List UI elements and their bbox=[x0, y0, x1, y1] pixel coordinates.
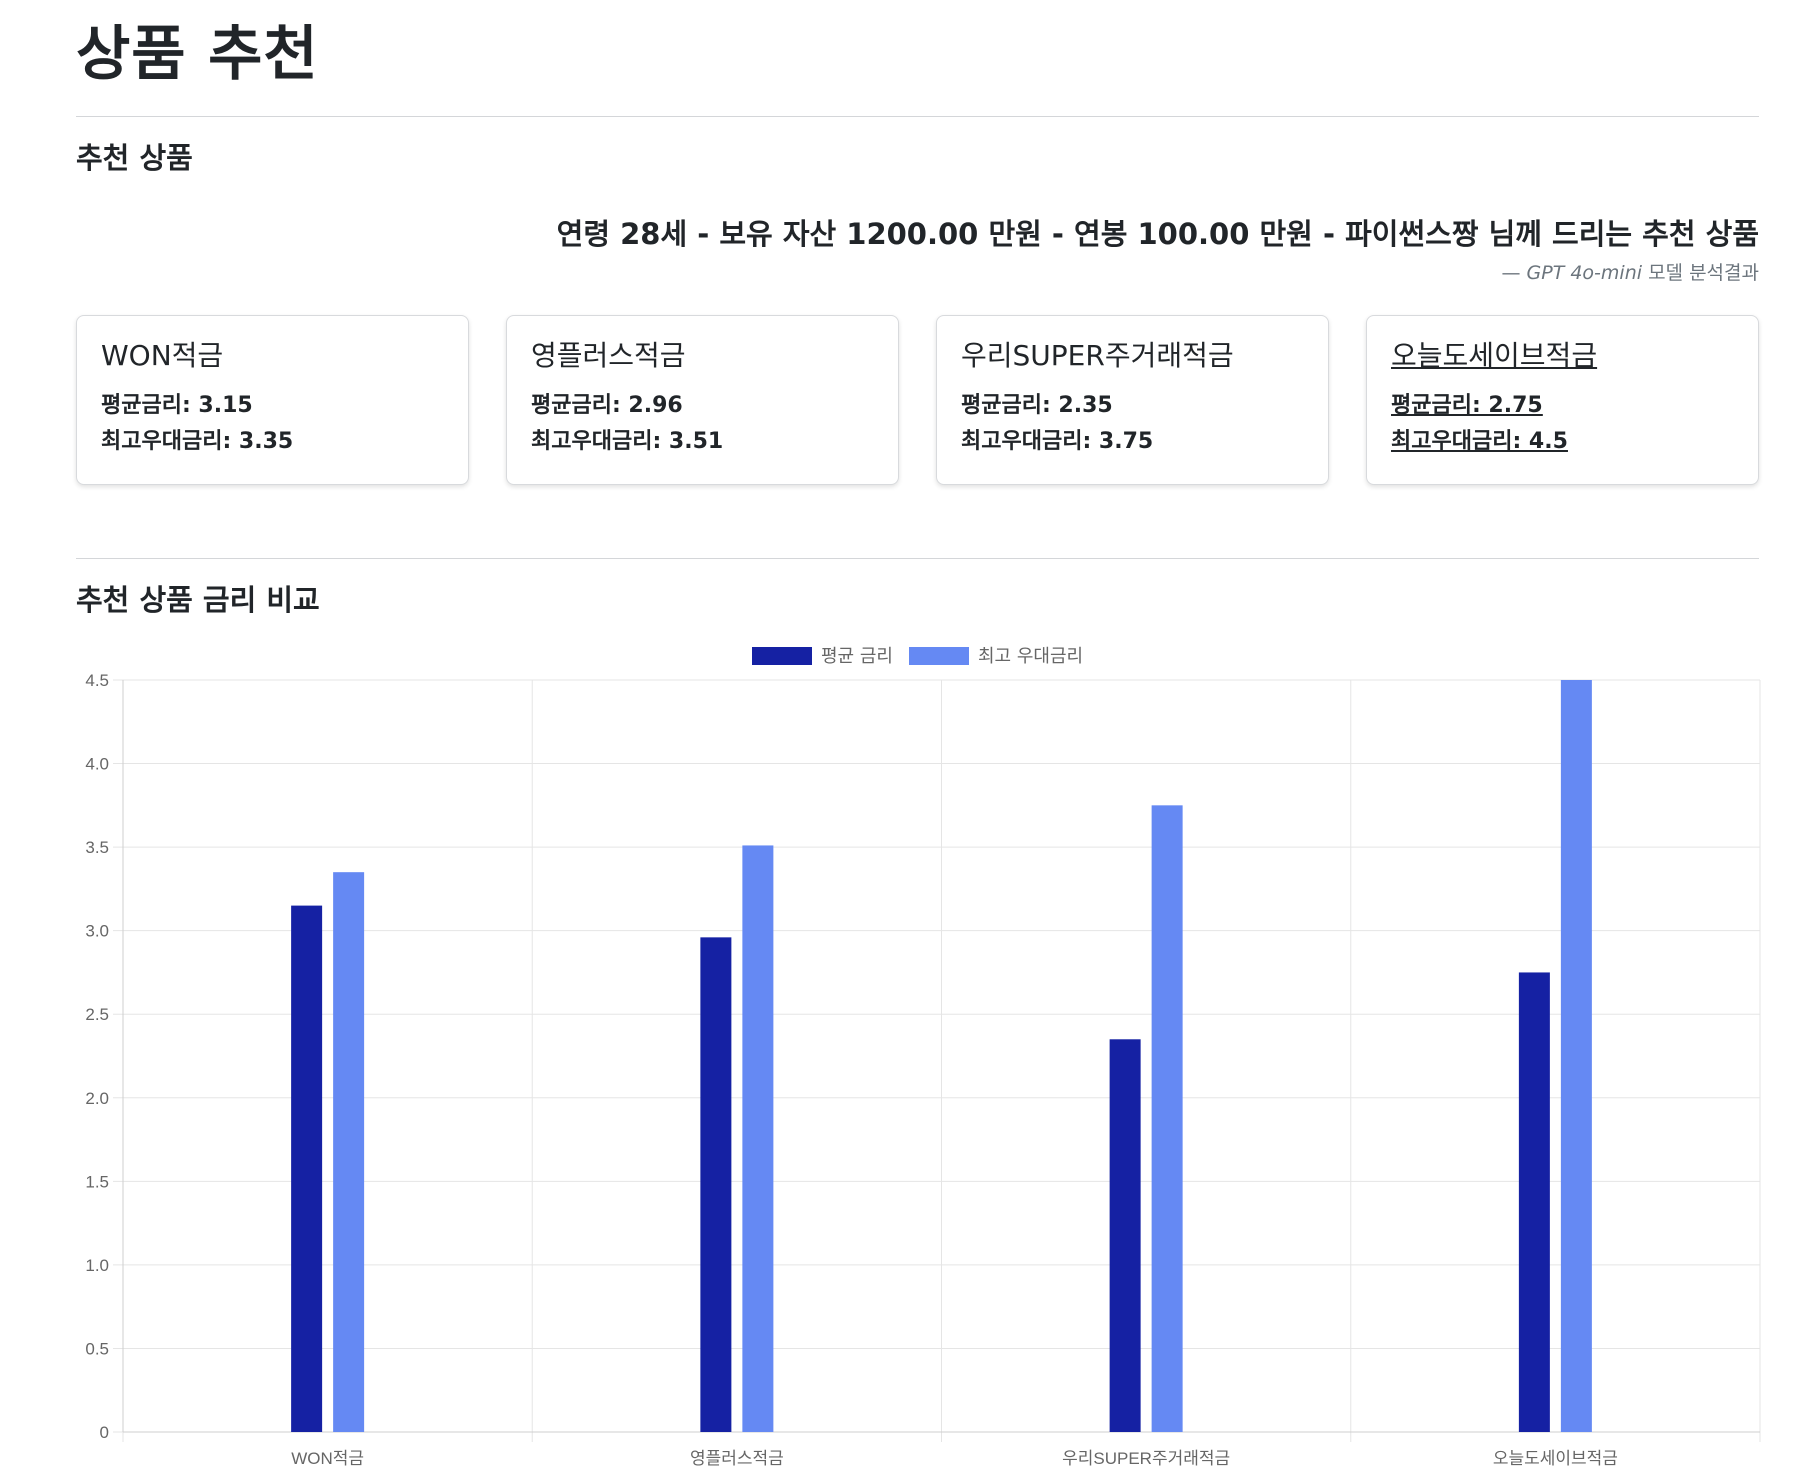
avg-rate-label: 평균금리: bbox=[531, 393, 629, 418]
y-tick-label: 4.0 bbox=[85, 755, 109, 774]
x-tick-label: 우리SUPER주거래적금 bbox=[1062, 1449, 1230, 1468]
legend-label-avg: 평균 금리 bbox=[821, 646, 893, 667]
bar-max-rate bbox=[333, 872, 365, 1432]
avg-rate-value: 2.75 bbox=[1488, 393, 1543, 418]
product-name: 영플러스적금 bbox=[531, 339, 686, 372]
recommend-section-title: 추천 상품 bbox=[76, 141, 193, 175]
avg-rate-line: 평균금리: 2.96 bbox=[531, 388, 874, 424]
caption-suffix: 모델 분석결과 bbox=[1642, 262, 1759, 284]
caption-model: GPT 4o-mini bbox=[1526, 262, 1643, 284]
product-name: WON적금 bbox=[101, 339, 224, 372]
avg-rate-line: 평균금리: 3.15 bbox=[101, 388, 444, 424]
product-card-won[interactable]: WON적금 평균금리: 3.15 최고우대금리: 3.35 bbox=[76, 315, 469, 485]
bar-avg-rate bbox=[291, 905, 323, 1432]
product-card-oneuldo-save[interactable]: 오늘도세이브적금 평균금리: 2.75 최고우대금리: 4.5 bbox=[1366, 315, 1759, 485]
chart-svg: 0 0.5 1.0 1.5 2.0 2.5 3.0 3.5 4.0 4.5 WON적금 영플러스적금 우… bbox=[85, 646, 1761, 1468]
product-card-woori-super[interactable]: 우리SUPER주거래적금 평균금리: 2.35 최고우대금리: 3.75 bbox=[936, 315, 1329, 485]
legend-label-max: 최고 우대금리 bbox=[978, 646, 1083, 667]
max-rate-line: 최고우대금리: 3.75 bbox=[961, 424, 1304, 460]
max-rate-label: 최고우대금리: bbox=[101, 429, 239, 454]
y-tick-label: 3.0 bbox=[85, 922, 109, 941]
avg-rate-value: 2.35 bbox=[1058, 393, 1113, 418]
max-rate-label: 최고우대금리: bbox=[961, 429, 1099, 454]
bar-avg-rate bbox=[1518, 972, 1550, 1432]
analysis-caption: — GPT 4o-mini 모델 분석결과 bbox=[1501, 260, 1759, 286]
legend-swatch-max bbox=[909, 647, 969, 665]
legend-swatch-avg bbox=[752, 647, 812, 665]
bar-avg-rate bbox=[700, 937, 732, 1432]
bar-max-rate bbox=[1560, 680, 1592, 1432]
avg-rate-label: 평균금리: bbox=[961, 393, 1059, 418]
product-name: 우리SUPER주거래적금 bbox=[961, 339, 1234, 372]
max-rate-value: 4.5 bbox=[1528, 429, 1568, 454]
y-tick-label: 1.0 bbox=[85, 1256, 109, 1275]
y-tick-label: 1.5 bbox=[85, 1172, 109, 1191]
max-rate-line: 최고우대금리: 3.35 bbox=[101, 424, 444, 460]
rate-comparison-chart: 0 0.5 1.0 1.5 2.0 2.5 3.0 3.5 4.0 4.5 WON적금 영플러스적금 우… bbox=[60, 630, 1770, 1473]
max-rate-label: 최고우대금리: bbox=[531, 429, 669, 454]
x-tick-label: 오늘도세이브적금 bbox=[1493, 1449, 1618, 1468]
bar-avg-rate bbox=[1109, 1039, 1141, 1432]
caption-prefix: — bbox=[1501, 262, 1527, 284]
max-rate-value: 3.35 bbox=[238, 429, 294, 454]
product-card-list: WON적금 평균금리: 3.15 최고우대금리: 3.35 영플러스적금 평균금… bbox=[76, 315, 1760, 487]
y-tick-label: 0 bbox=[100, 1423, 109, 1442]
divider-top bbox=[76, 116, 1759, 117]
divider-middle bbox=[76, 558, 1759, 559]
max-rate-value: 3.75 bbox=[1098, 429, 1154, 454]
avg-rate-value: 2.96 bbox=[628, 393, 683, 418]
bar-max-rate bbox=[742, 845, 774, 1432]
max-rate-line: 최고우대금리: 3.51 bbox=[531, 424, 874, 460]
x-tick-label: 영플러스적금 bbox=[690, 1449, 784, 1468]
max-rate-line: 최고우대금리: 4.5 bbox=[1391, 424, 1734, 460]
page-title: 상품 추천 bbox=[76, 19, 319, 88]
y-tick-label: 0.5 bbox=[85, 1339, 109, 1358]
avg-rate-line: 평균금리: 2.35 bbox=[961, 388, 1304, 424]
x-tick-label: WON적금 bbox=[291, 1449, 364, 1468]
chart-section-title: 추천 상품 금리 비교 bbox=[76, 583, 320, 617]
avg-rate-value: 3.15 bbox=[198, 393, 253, 418]
max-rate-label: 최고우대금리: bbox=[1391, 429, 1529, 454]
y-tick-label: 4.5 bbox=[85, 671, 109, 690]
y-tick-label: 2.5 bbox=[85, 1005, 109, 1024]
bar-max-rate bbox=[1151, 805, 1183, 1432]
product-name: 오늘도세이브적금 bbox=[1391, 339, 1598, 372]
product-card-youngplus[interactable]: 영플러스적금 평균금리: 2.96 최고우대금리: 3.51 bbox=[506, 315, 899, 485]
y-tick-label: 2.0 bbox=[85, 1089, 109, 1108]
recommend-summary: 연령 28세 - 보유 자산 1200.00 만원 - 연봉 100.00 만원… bbox=[556, 217, 1759, 251]
avg-rate-line: 평균금리: 2.75 bbox=[1391, 388, 1734, 424]
avg-rate-label: 평균금리: bbox=[101, 393, 199, 418]
avg-rate-label: 평균금리: bbox=[1391, 393, 1489, 418]
max-rate-value: 3.51 bbox=[668, 429, 724, 454]
y-tick-label: 3.5 bbox=[85, 838, 109, 857]
